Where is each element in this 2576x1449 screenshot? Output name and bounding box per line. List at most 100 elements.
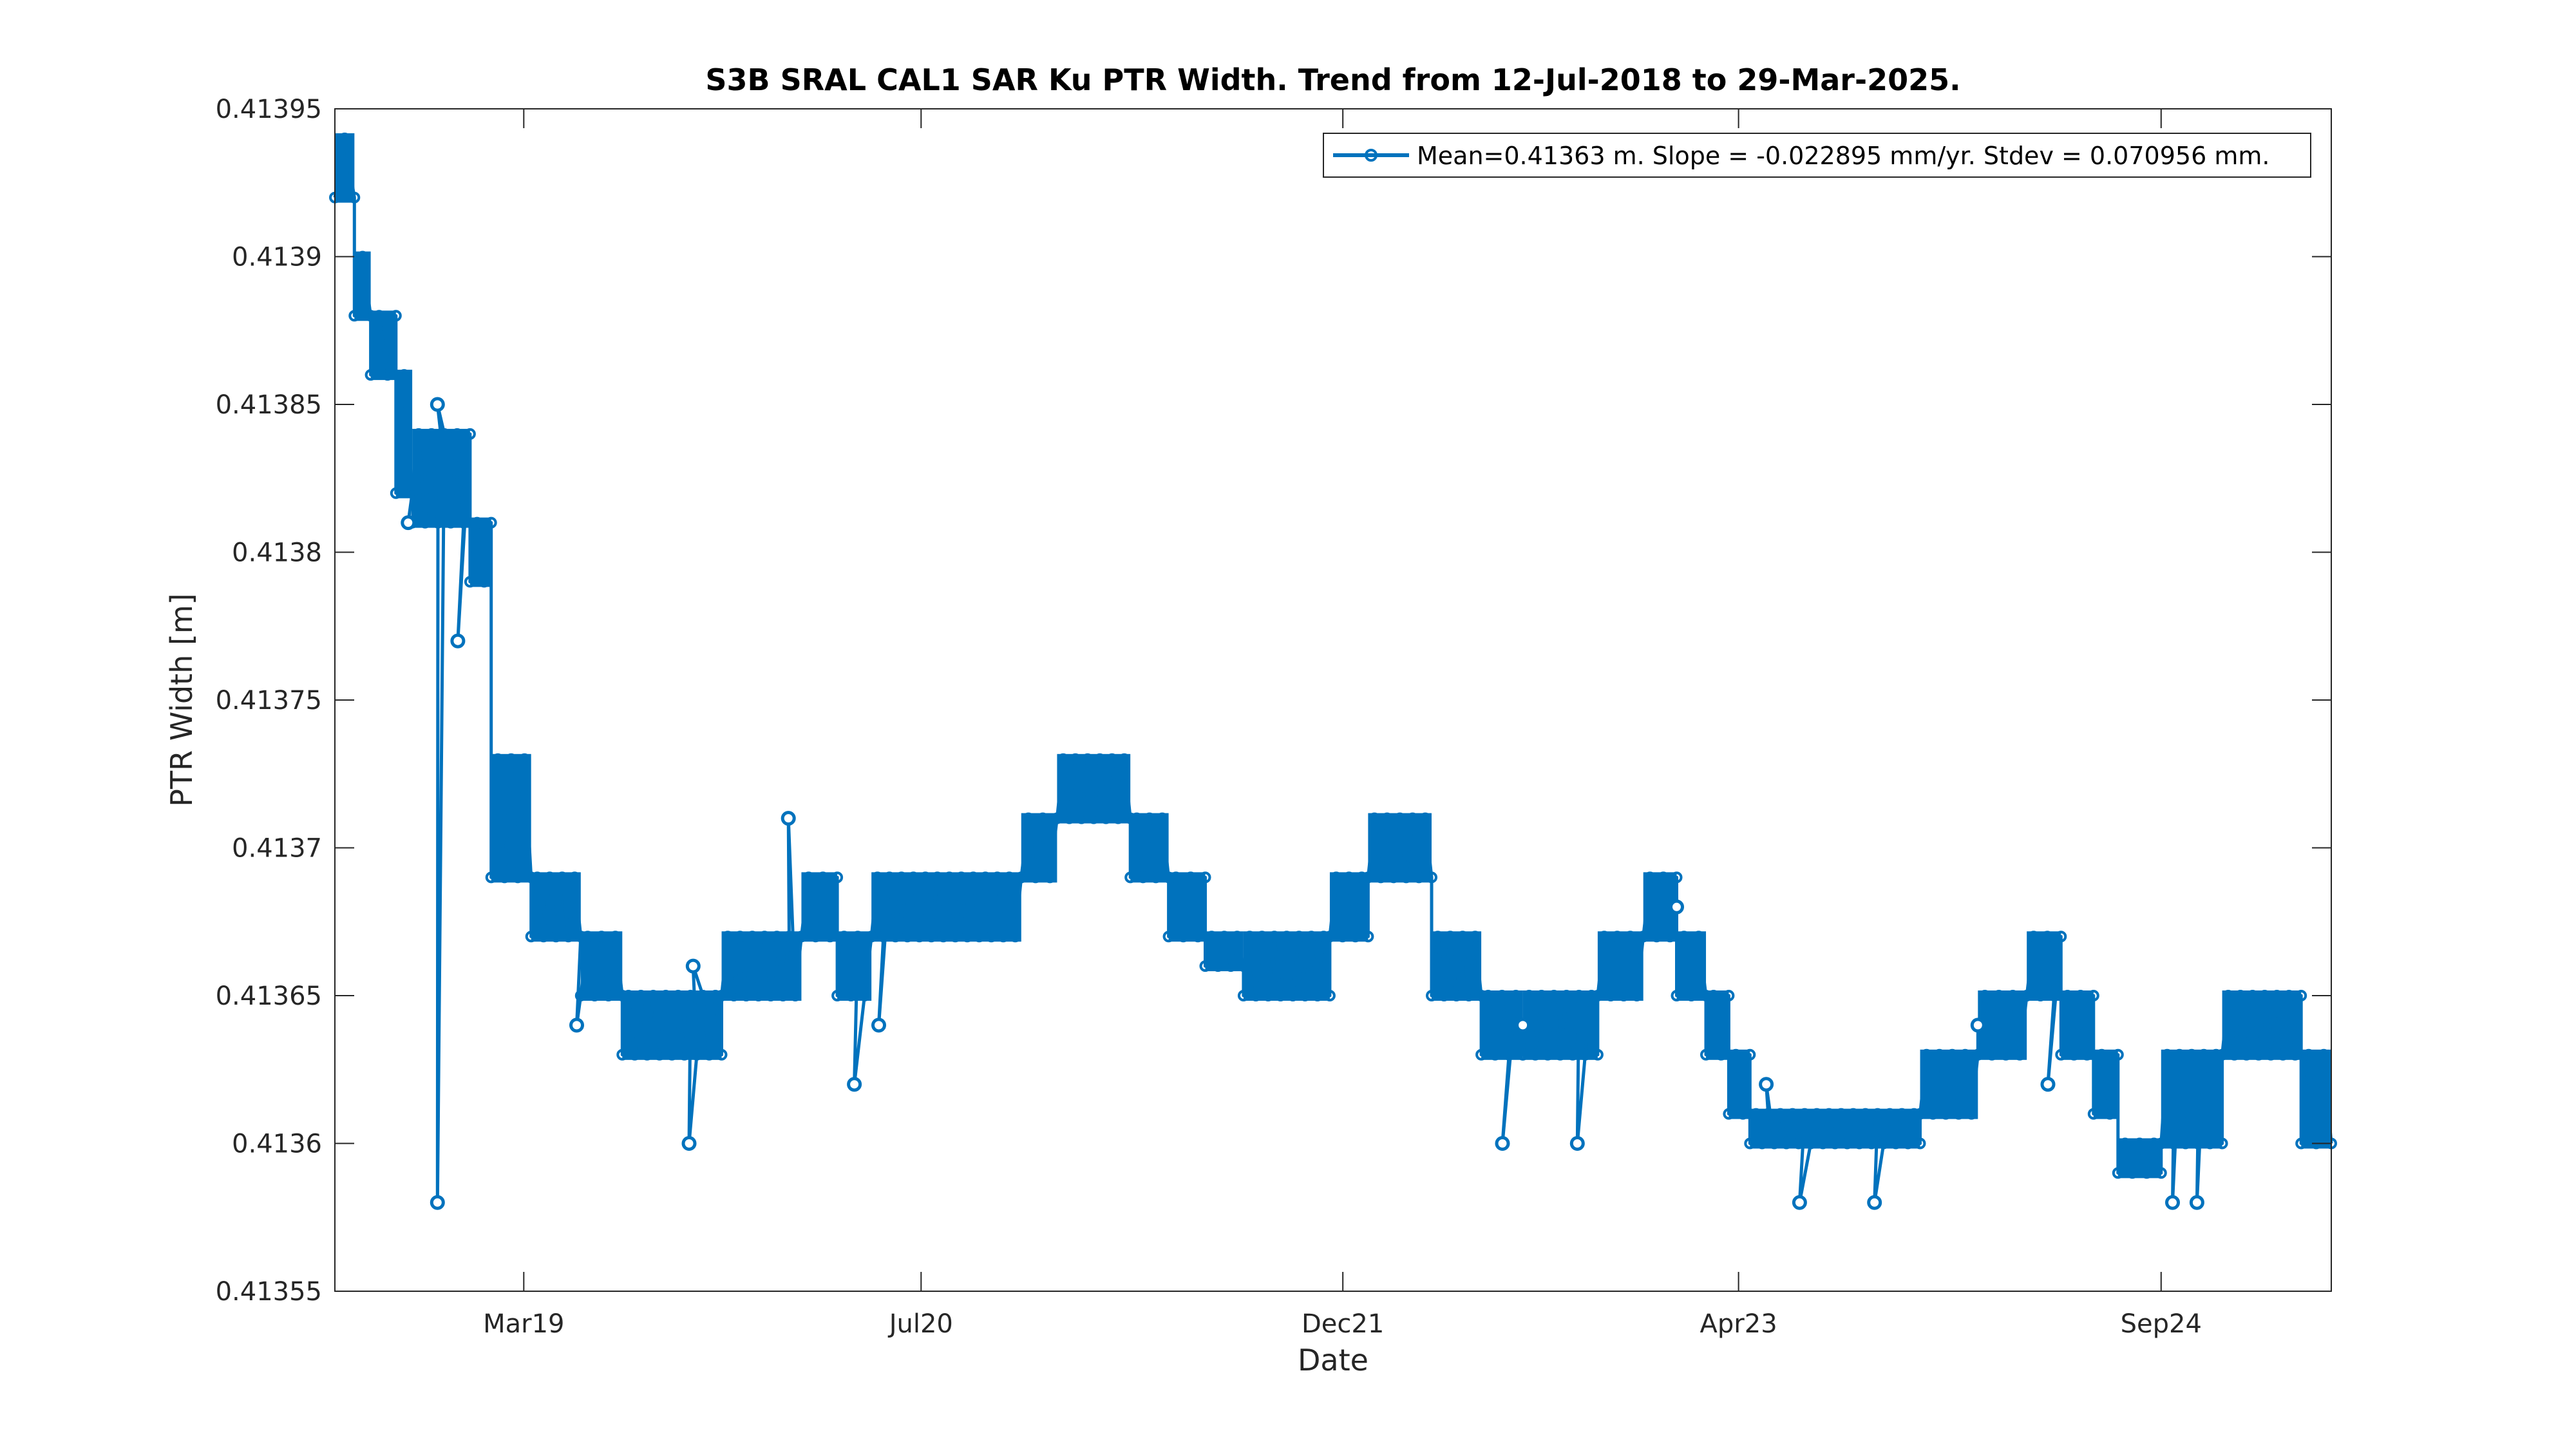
series-point [937, 931, 949, 943]
series-point [444, 516, 457, 529]
series-point [1305, 931, 1318, 943]
series-point [1349, 931, 1361, 943]
series-point [2216, 1048, 2228, 1061]
series-point [771, 931, 783, 943]
series-point [2134, 1137, 2146, 1150]
series-point [1323, 990, 1336, 1001]
series-point [1768, 1137, 1781, 1150]
series-point [1959, 1048, 1971, 1061]
series-point [2148, 1137, 2160, 1150]
series-point [2000, 1048, 2012, 1061]
series-point [1009, 931, 1021, 943]
series-point [1605, 990, 1617, 1001]
series-point [1750, 1108, 1762, 1120]
series-point [1762, 1108, 1774, 1120]
series-point [413, 428, 425, 440]
series-point [464, 428, 476, 440]
series-point [1664, 931, 1676, 943]
series-point [2155, 1167, 2167, 1179]
series-point [1375, 871, 1387, 884]
series-point [1503, 1048, 1515, 1061]
series-point [1124, 871, 1137, 884]
series-point [2179, 1137, 2192, 1150]
series-point [1730, 1048, 1742, 1061]
series-point [1274, 990, 1287, 1001]
series-point [1744, 1048, 1756, 1061]
series-point [1287, 990, 1299, 1001]
series-point [1268, 931, 1280, 943]
series-point [2096, 1048, 2108, 1061]
series-point [845, 990, 857, 1001]
outlier-point [847, 1077, 862, 1092]
series-point [824, 931, 836, 943]
outlier-point [401, 515, 416, 531]
series-point [1311, 990, 1323, 1001]
x-tick-label: Apr23 [1700, 1309, 1777, 1339]
series-point [1262, 990, 1274, 1001]
series-point [1678, 931, 1690, 943]
series-point [1400, 871, 1412, 884]
series-point [596, 931, 607, 943]
series-point [498, 871, 511, 884]
series-point [1199, 960, 1211, 972]
series-point [1438, 990, 1450, 1001]
series-point [1804, 1137, 1817, 1150]
series-point [858, 990, 871, 1001]
series-point [1003, 871, 1016, 884]
series-point [1489, 1048, 1501, 1061]
series-point [1394, 812, 1406, 824]
series-point [348, 191, 361, 204]
series-point [2112, 1167, 2124, 1179]
series-point [457, 516, 469, 529]
series-point [1510, 990, 1522, 1001]
series-point [955, 871, 967, 884]
outlier-point [685, 958, 701, 974]
y-tick-label: 0.41375 [216, 686, 322, 715]
series-point [2048, 990, 2060, 1001]
series-point [2265, 1048, 2277, 1061]
series-point [1737, 1108, 1749, 1120]
series-point [2119, 1137, 2131, 1150]
series-point [1548, 990, 1560, 1001]
series-point [925, 931, 938, 943]
series-point [1426, 990, 1437, 1001]
series-point [2259, 990, 2271, 1001]
legend-entry: Mean=0.41363 m. Slope = -0.022895 mm/yr.… [1417, 142, 2269, 170]
series-point [439, 428, 450, 440]
series-point [1475, 990, 1488, 1001]
series-point [752, 990, 764, 1001]
series-point [478, 576, 490, 588]
series-point [666, 1048, 678, 1061]
series-point [877, 931, 889, 943]
series-point [1723, 990, 1735, 1001]
series-point [2112, 1048, 2124, 1061]
series-point [1413, 871, 1425, 884]
series-point [985, 931, 998, 943]
series-point [1591, 1048, 1604, 1061]
series-point [406, 487, 419, 499]
series-point [1847, 1108, 1859, 1120]
y-tick-label: 0.4139 [232, 243, 322, 272]
series-point [2167, 1137, 2179, 1150]
series-point [1624, 931, 1636, 943]
series-point [2161, 1048, 2174, 1061]
series-point [1618, 990, 1630, 1001]
series-point [1057, 753, 1069, 765]
series-point [1817, 1137, 1829, 1150]
series-point [544, 871, 556, 884]
series-point [1908, 1108, 1920, 1120]
y-tick-label: 0.41385 [216, 390, 322, 420]
series-point [2295, 1137, 2307, 1150]
series-point [1631, 990, 1643, 1001]
series-point [1811, 1108, 1823, 1120]
series-layer [329, 132, 2337, 1210]
series-point [629, 1048, 641, 1061]
series-point [2174, 1048, 2186, 1061]
series-point [1184, 871, 1197, 884]
plot-area [335, 109, 2331, 1291]
y-tick-label: 0.4136 [232, 1130, 322, 1159]
series-point [562, 931, 574, 943]
series-point [1143, 812, 1155, 824]
series-point [1920, 1048, 1933, 1061]
series-point [1914, 1108, 1926, 1120]
